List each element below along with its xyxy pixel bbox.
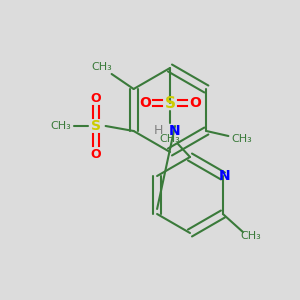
Text: O: O (90, 92, 101, 104)
Text: N: N (219, 169, 231, 183)
Text: CH₃: CH₃ (241, 231, 261, 241)
Text: CH₃: CH₃ (160, 134, 180, 144)
Text: O: O (90, 148, 101, 160)
Text: O: O (139, 96, 151, 110)
Text: S: S (91, 119, 100, 133)
Text: CH₃: CH₃ (231, 134, 252, 144)
Text: O: O (189, 96, 201, 110)
Text: CH₃: CH₃ (91, 62, 112, 72)
Text: H: H (153, 124, 163, 137)
Text: CH₃: CH₃ (50, 121, 71, 131)
Text: S: S (164, 95, 175, 110)
Text: N: N (169, 124, 181, 138)
